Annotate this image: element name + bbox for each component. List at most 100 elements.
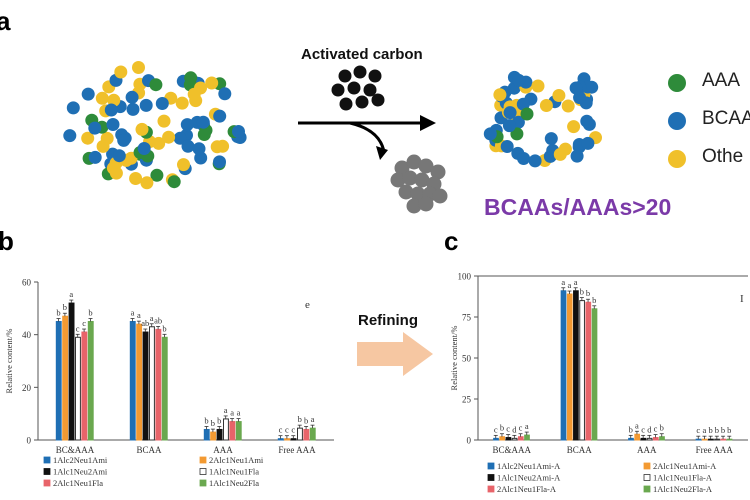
significance-letter: ab bbox=[141, 318, 149, 328]
aaa-dot-icon bbox=[668, 74, 686, 92]
bar bbox=[726, 438, 733, 441]
bar bbox=[229, 421, 236, 441]
panel-a-letter: a bbox=[0, 6, 11, 36]
significance-letter: c bbox=[654, 424, 658, 434]
significance-letter: a bbox=[703, 425, 707, 435]
bar bbox=[511, 437, 518, 441]
category-label: BC&AAA bbox=[492, 445, 531, 455]
significance-letter: a bbox=[311, 414, 315, 424]
bar bbox=[566, 293, 573, 441]
carbon-dot bbox=[331, 83, 345, 97]
legend-swatch bbox=[643, 485, 651, 493]
significance-letter: b bbox=[56, 308, 60, 318]
significance-letter: c bbox=[285, 425, 289, 435]
category-label: AAA bbox=[213, 445, 233, 455]
significance-letter: a bbox=[568, 280, 572, 290]
significance-letter: a bbox=[525, 421, 529, 431]
bar bbox=[216, 428, 223, 441]
bar bbox=[75, 336, 81, 441]
bar bbox=[62, 315, 69, 441]
y-axis-label: Relative content/% bbox=[4, 329, 14, 394]
legend-swatch bbox=[199, 479, 207, 487]
y-axis-label: Relative content/% bbox=[449, 326, 459, 391]
significance-letter: a bbox=[237, 408, 241, 418]
molecule-dot bbox=[150, 168, 164, 182]
bar bbox=[277, 438, 284, 441]
ratio-text: BCAAs/AAAs>20 bbox=[484, 194, 672, 220]
significance-letter: a bbox=[561, 277, 565, 287]
refining-arrow bbox=[357, 332, 433, 376]
legend-label: 2Alc1Neu1Fla-A bbox=[497, 484, 557, 494]
bar bbox=[634, 433, 641, 441]
legend-label: 1Alc2Neu1Ami-A bbox=[497, 461, 561, 471]
adsorbed-carbon-cluster bbox=[390, 154, 448, 214]
significance-letter: a bbox=[230, 408, 234, 418]
significance-letter: b bbox=[217, 415, 221, 425]
bar bbox=[701, 438, 708, 441]
molecule-dot bbox=[210, 140, 224, 154]
significance-letter: c bbox=[506, 424, 510, 434]
adsorbed-dot bbox=[410, 186, 426, 202]
category-label: BCAA bbox=[567, 445, 593, 455]
bar bbox=[235, 421, 242, 441]
bar bbox=[573, 290, 579, 441]
significance-letter: c bbox=[641, 424, 645, 434]
molecule-dot bbox=[218, 87, 232, 101]
molecule-dot bbox=[213, 109, 227, 123]
bar bbox=[640, 437, 647, 441]
y-tick-label: 60 bbox=[22, 278, 32, 288]
category-label: AAA bbox=[637, 445, 657, 455]
significance-letter: b bbox=[298, 414, 302, 424]
legend-swatch bbox=[199, 456, 207, 464]
molecule-dot bbox=[175, 96, 189, 110]
carbon-dot bbox=[371, 93, 385, 107]
molecule-dot bbox=[81, 131, 95, 145]
y-tick-label: 100 bbox=[458, 272, 472, 282]
legend-label: 1Alc1Neu2Fla-A bbox=[653, 484, 713, 494]
molecule-dot bbox=[81, 87, 95, 101]
molecule-dot bbox=[552, 89, 566, 102]
bar bbox=[695, 438, 702, 441]
molecule-dot bbox=[180, 118, 194, 132]
molecule-dot bbox=[129, 172, 143, 185]
molecule-dot bbox=[66, 101, 80, 115]
legend-label: 1Alc2Neu1Ami bbox=[53, 455, 108, 465]
category-label: BCAA bbox=[136, 445, 162, 455]
bar bbox=[628, 437, 634, 441]
molecule-dot bbox=[483, 127, 497, 141]
legend-label: 2Alc1Neu1Ami-A bbox=[653, 461, 717, 471]
molecule-dot bbox=[112, 149, 126, 163]
molecule-dot bbox=[167, 175, 181, 189]
molecule-dot bbox=[63, 129, 77, 143]
molecule-dot bbox=[88, 121, 102, 135]
bar bbox=[68, 302, 75, 441]
significance-letter: c bbox=[696, 425, 700, 435]
carbon-dot bbox=[355, 95, 369, 109]
molecule-dot bbox=[181, 139, 195, 153]
significance-letter: c bbox=[519, 423, 523, 433]
legend-bcaa-label: BCAA bbox=[702, 108, 750, 129]
adsorbed-dot bbox=[406, 198, 422, 214]
legend-swatch bbox=[43, 456, 51, 464]
legend-label: 1Alc1Neu2Ami bbox=[53, 467, 108, 477]
adsorbed-dot bbox=[432, 188, 448, 204]
significance-letter: a bbox=[69, 289, 73, 299]
legend-swatch bbox=[199, 468, 207, 475]
bar bbox=[149, 326, 155, 441]
panel-a-schematic bbox=[63, 61, 602, 214]
y-tick-label: 0 bbox=[467, 436, 472, 446]
molecule-dot bbox=[140, 176, 154, 190]
bar bbox=[524, 434, 530, 441]
y-tick-label: 50 bbox=[462, 354, 472, 364]
bar bbox=[720, 438, 727, 441]
process-label: Activated carbon bbox=[301, 46, 423, 63]
carbon-dot bbox=[368, 69, 382, 83]
molecule-dot bbox=[512, 73, 526, 87]
molecule-dot bbox=[503, 106, 517, 120]
significance-letter: d bbox=[512, 424, 517, 434]
significance-letter: b bbox=[580, 287, 584, 297]
molecule-dot bbox=[88, 150, 102, 164]
bar bbox=[652, 437, 659, 441]
legend-label: 1Alc1Neu1Fla bbox=[209, 467, 259, 477]
